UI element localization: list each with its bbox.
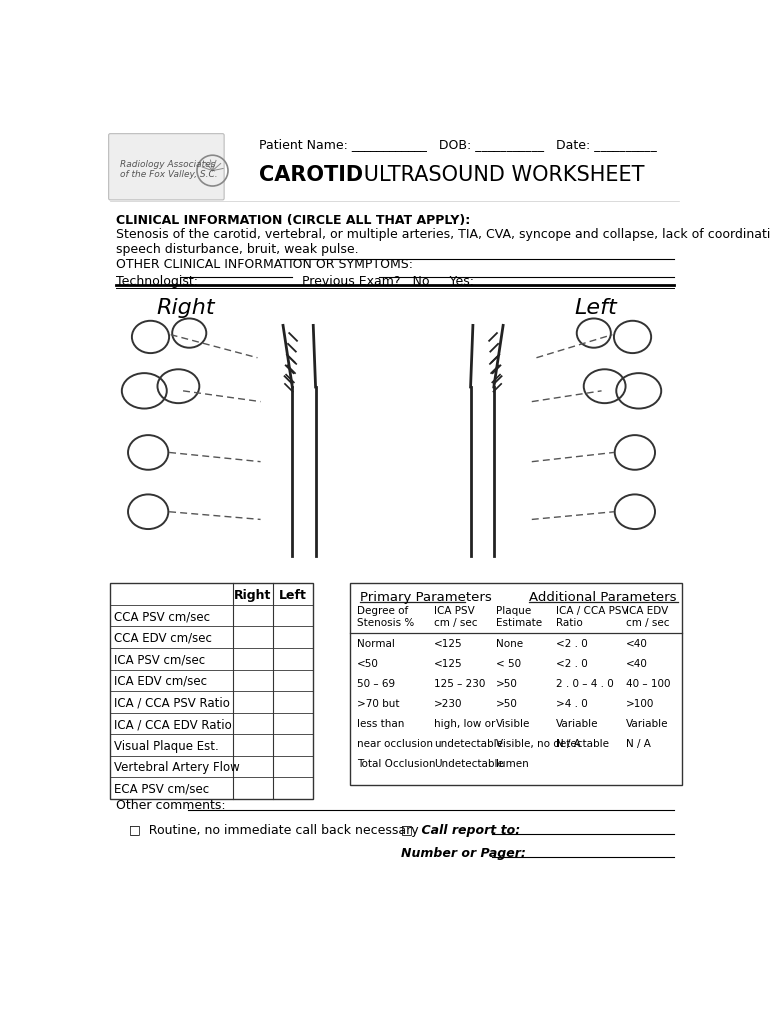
Text: >230: >230 — [434, 698, 463, 709]
Text: >50: >50 — [496, 679, 518, 689]
Text: ECA PSV cm/sec: ECA PSV cm/sec — [114, 782, 209, 796]
Text: near occlusion: near occlusion — [357, 739, 433, 749]
Text: N / A: N / A — [556, 739, 581, 749]
Text: Variable: Variable — [625, 719, 668, 729]
Text: Other comments:: Other comments: — [116, 799, 226, 812]
Text: Undetectable: Undetectable — [434, 759, 504, 769]
Text: <40: <40 — [625, 658, 648, 669]
Text: Previous Exam?   No     Yes:: Previous Exam? No Yes: — [302, 275, 474, 289]
Text: ICA PSV cm/sec: ICA PSV cm/sec — [114, 653, 205, 667]
Text: Variable: Variable — [556, 719, 598, 729]
Text: Visual Plaque Est.: Visual Plaque Est. — [114, 739, 219, 753]
Text: Number or Pager:: Number or Pager: — [401, 847, 526, 860]
Text: Normal: Normal — [357, 639, 394, 649]
Text: >50: >50 — [496, 698, 518, 709]
Text: ICA / CCA PSV Ratio: ICA / CCA PSV Ratio — [114, 696, 230, 710]
Text: Radiology Associates
of the Fox Valley, S.C.: Radiology Associates of the Fox Valley, … — [119, 160, 217, 179]
Text: ICA PSV
cm / sec: ICA PSV cm / sec — [434, 606, 477, 628]
Text: Vertebral Artery Flow: Vertebral Artery Flow — [114, 761, 239, 774]
Text: Stenosis of the carotid, vertebral, or multiple arteries, TIA, CVA, syncope and : Stenosis of the carotid, vertebral, or m… — [116, 227, 770, 256]
Text: Total Occlusion: Total Occlusion — [357, 759, 435, 769]
Text: < 50: < 50 — [496, 658, 521, 669]
Text: Plaque
Estimate: Plaque Estimate — [496, 606, 542, 628]
Text: >70 but: >70 but — [357, 698, 399, 709]
Text: >100: >100 — [625, 698, 654, 709]
Text: ICA / CCA EDV Ratio: ICA / CCA EDV Ratio — [114, 718, 232, 731]
Text: high, low or: high, low or — [434, 719, 496, 729]
Text: Additional Parameters: Additional Parameters — [529, 591, 676, 604]
Text: 125 – 230: 125 – 230 — [434, 679, 486, 689]
Text: Degree of
Stenosis %: Degree of Stenosis % — [357, 606, 414, 628]
Text: 50 – 69: 50 – 69 — [357, 679, 395, 689]
Text: Left: Left — [280, 589, 307, 602]
Text: Left: Left — [574, 298, 618, 318]
Text: lumen: lumen — [496, 759, 529, 769]
Bar — [110, 584, 313, 799]
Text: ICA EDV cm/sec: ICA EDV cm/sec — [114, 675, 207, 688]
Text: □  Call report to:: □ Call report to: — [401, 823, 520, 837]
Text: Visible: Visible — [496, 719, 531, 729]
Bar — [350, 584, 682, 785]
Text: >4 . 0: >4 . 0 — [556, 698, 588, 709]
Text: Visible, no detectable: Visible, no detectable — [496, 739, 609, 749]
Text: <125: <125 — [434, 639, 463, 649]
Text: CCA EDV cm/sec: CCA EDV cm/sec — [114, 632, 212, 645]
Text: <2 . 0: <2 . 0 — [556, 639, 588, 649]
Text: ULTRASOUND WORKSHEET: ULTRASOUND WORKSHEET — [357, 165, 644, 185]
Text: □  Routine, no immediate call back necessary: □ Routine, no immediate call back necess… — [129, 823, 418, 837]
FancyBboxPatch shape — [109, 134, 224, 200]
Text: <40: <40 — [625, 639, 648, 649]
Text: <125: <125 — [434, 658, 463, 669]
Text: 2 . 0 – 4 . 0: 2 . 0 – 4 . 0 — [556, 679, 614, 689]
Text: ICA / CCA PSV
Ratio: ICA / CCA PSV Ratio — [556, 606, 628, 628]
Text: N / A: N / A — [625, 739, 651, 749]
Text: Patient Name: ____________   DOB: ___________   Date: __________: Patient Name: ____________ DOB: ________… — [259, 138, 657, 152]
Text: Primary Parameters: Primary Parameters — [360, 591, 491, 604]
Text: CCA PSV cm/sec: CCA PSV cm/sec — [114, 610, 210, 624]
Text: less than: less than — [357, 719, 404, 729]
Text: CLINICAL INFORMATION (CIRCLE ALL THAT APPLY):: CLINICAL INFORMATION (CIRCLE ALL THAT AP… — [116, 214, 470, 226]
Text: <2 . 0: <2 . 0 — [556, 658, 588, 669]
Text: ICA EDV
cm / sec: ICA EDV cm / sec — [625, 606, 669, 628]
Text: None: None — [496, 639, 524, 649]
Text: Right: Right — [234, 589, 272, 602]
Text: Right: Right — [156, 298, 215, 318]
Text: undetectable: undetectable — [434, 739, 503, 749]
Text: OTHER CLINICAL INFORMATION OR SYMPTOMS:: OTHER CLINICAL INFORMATION OR SYMPTOMS: — [116, 258, 413, 270]
Text: 40 – 100: 40 – 100 — [625, 679, 670, 689]
Text: Technologist:: Technologist: — [116, 275, 198, 289]
Text: CAROTID: CAROTID — [259, 165, 363, 185]
Text: <50: <50 — [357, 658, 379, 669]
